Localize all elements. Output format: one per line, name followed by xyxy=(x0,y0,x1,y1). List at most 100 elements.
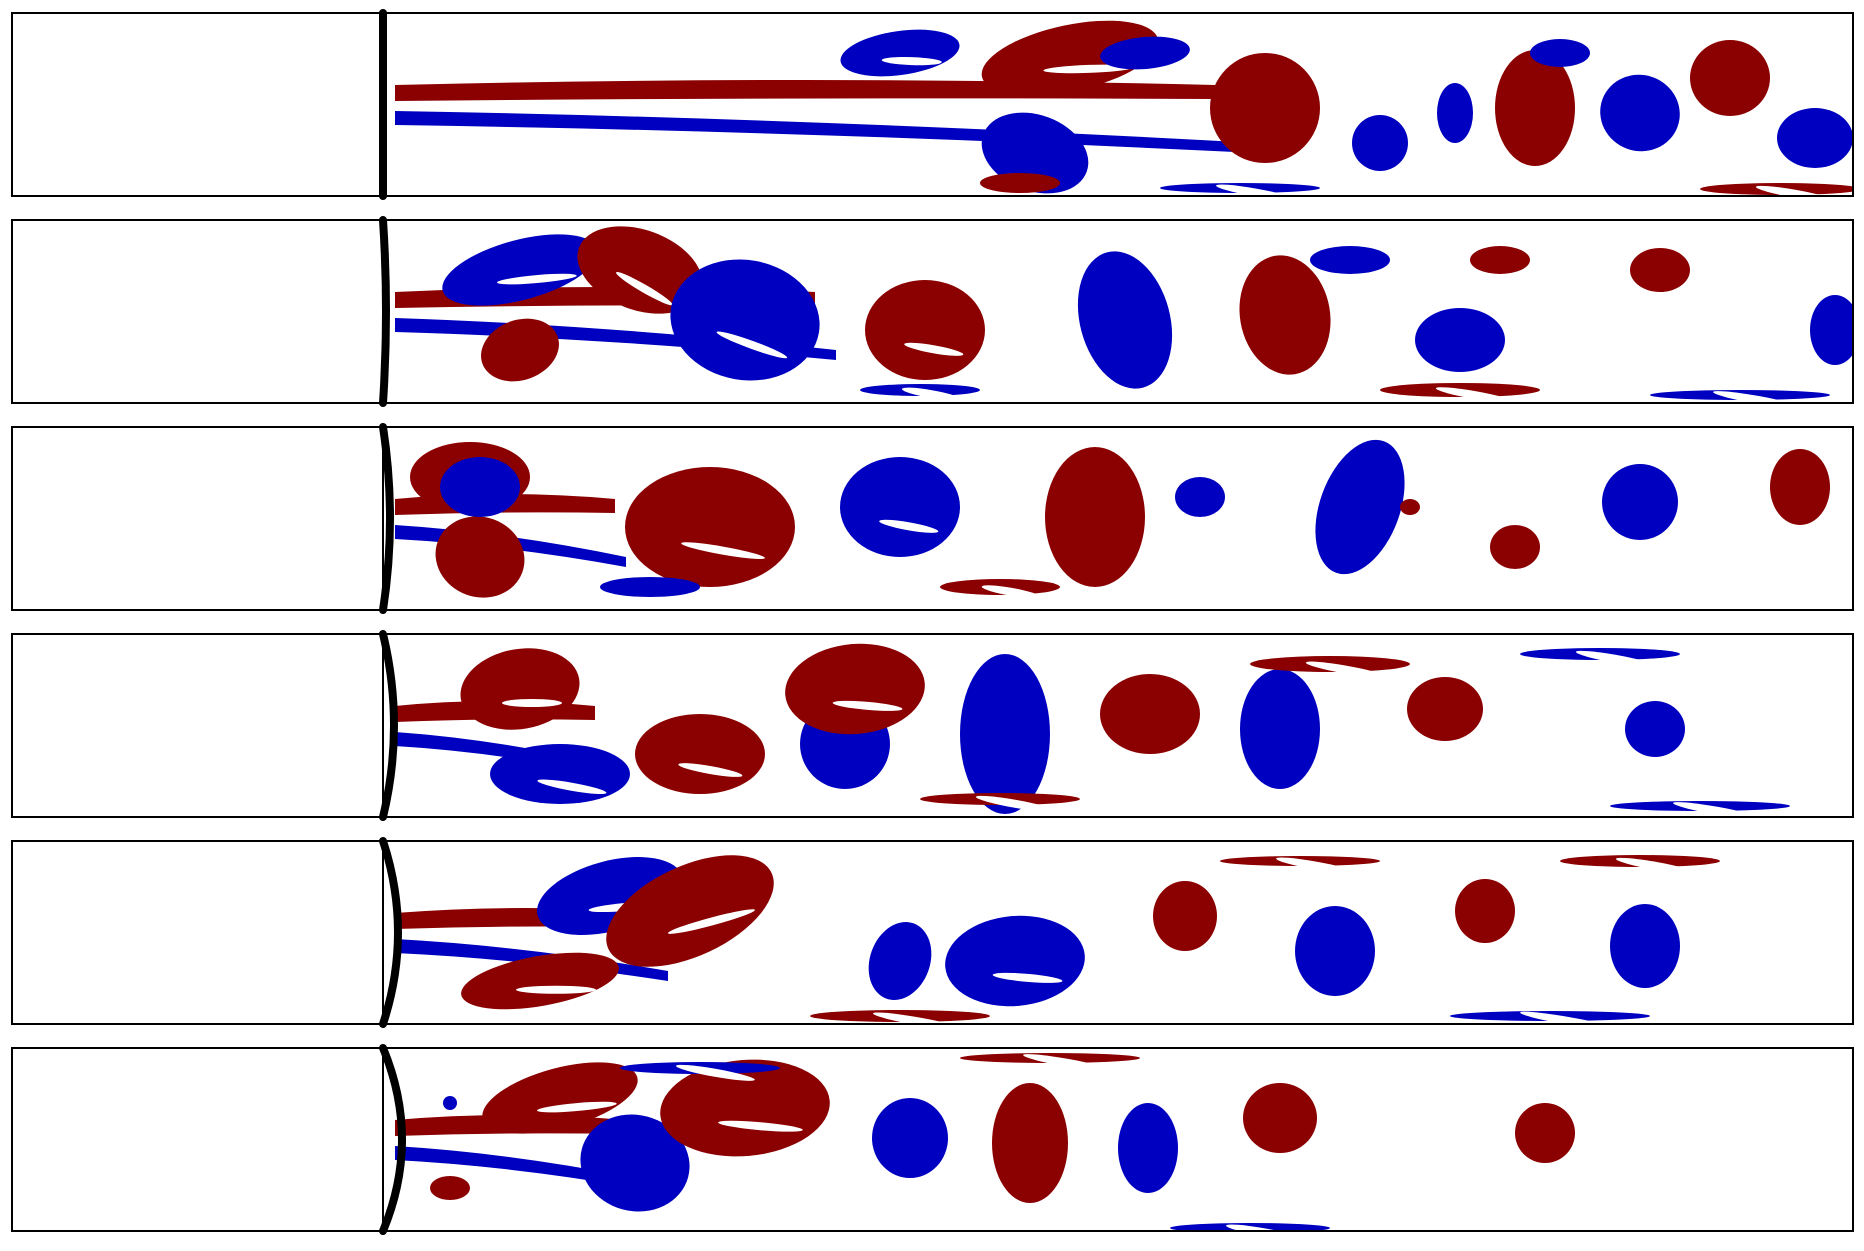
vorticity-field xyxy=(395,20,1853,196)
panel-5 xyxy=(11,837,1854,1028)
vortex-gap xyxy=(1435,387,1515,403)
vortex-positive xyxy=(1630,248,1690,292)
vortex-gap xyxy=(1276,857,1355,874)
vortex-negative xyxy=(1118,1103,1178,1193)
vortex-gap xyxy=(1575,650,1655,667)
vortex-negative xyxy=(868,922,932,1000)
flexible-plate xyxy=(379,630,398,821)
vortex-negative xyxy=(840,29,960,77)
vortex-gap xyxy=(1305,661,1385,678)
vortex-positive xyxy=(981,20,1159,96)
vortex-gap xyxy=(667,909,755,934)
vortex-gap xyxy=(1520,1011,1619,1024)
flexible-plate xyxy=(379,216,390,407)
vortex-positive xyxy=(1495,50,1575,166)
vortex-positive xyxy=(435,516,525,598)
vortex-positive xyxy=(482,1062,638,1134)
vortex-negative xyxy=(1415,308,1505,372)
panel-frame xyxy=(11,12,1854,197)
vortex-gap xyxy=(616,272,673,306)
vortex-negative xyxy=(1610,904,1680,988)
vortex-gap xyxy=(516,985,596,994)
vortex-negative xyxy=(670,259,820,381)
shear-layer-negative xyxy=(395,111,1256,153)
vortex-gap xyxy=(537,779,607,795)
vortex-positive xyxy=(980,173,1060,193)
vorticity-field xyxy=(395,643,1790,817)
vortex-negative xyxy=(1602,464,1678,540)
vortex-negative xyxy=(490,744,630,804)
vortex-gap xyxy=(981,585,1041,599)
vortex-positive xyxy=(1400,499,1420,515)
vortex-gap xyxy=(718,1120,803,1132)
vortex-gap xyxy=(879,519,939,533)
vortex-gap xyxy=(1023,1054,1112,1072)
vortex-negative xyxy=(1625,701,1685,757)
vortex-gap xyxy=(873,1012,962,1024)
vortex-gap xyxy=(1216,184,1295,196)
vortex-positive xyxy=(992,1083,1068,1203)
vortex-negative xyxy=(1315,439,1405,575)
vortex-positive xyxy=(460,648,580,730)
vortex-gap xyxy=(675,1064,755,1081)
panel-frame xyxy=(11,1047,1854,1232)
vortex-negative xyxy=(1175,477,1225,517)
vortex-negative xyxy=(840,457,960,557)
vortex-gap xyxy=(881,56,942,66)
vortex-positive xyxy=(1490,525,1540,569)
flexible-plate xyxy=(379,423,394,614)
vorticity-field xyxy=(395,439,1830,599)
vortex-gap xyxy=(537,1101,617,1113)
vortex-gap xyxy=(904,342,964,356)
panel-3 xyxy=(11,423,1854,614)
vortex-gap xyxy=(1226,1224,1305,1231)
panel-frame xyxy=(11,633,1854,818)
vortex-negative xyxy=(443,1096,457,1110)
vortex-negative xyxy=(1437,83,1473,143)
vortex-positive xyxy=(481,318,559,382)
vortex-negative xyxy=(960,654,1050,814)
vortex-gap xyxy=(975,795,1055,812)
vortex-negative xyxy=(945,915,1085,1007)
vortex-negative xyxy=(872,1098,948,1178)
vortex-gap xyxy=(1043,64,1134,74)
panel-frame xyxy=(11,840,1854,1025)
vortex-negative xyxy=(1240,669,1320,789)
vortex-positive xyxy=(461,952,619,1010)
vortex-positive xyxy=(1515,1103,1575,1163)
vortex-positive xyxy=(1690,40,1770,116)
panel-2 xyxy=(11,216,1854,407)
vortex-positive xyxy=(1407,677,1483,741)
vortex-negative xyxy=(1600,74,1680,152)
vortex-positive xyxy=(577,226,703,314)
panel-frame xyxy=(11,219,1854,404)
vortex-negative xyxy=(1352,115,1408,171)
vortex-gap xyxy=(497,273,577,285)
vortex-positive xyxy=(1210,53,1320,163)
flexible-plate xyxy=(379,837,402,1028)
vortex-negative xyxy=(1777,108,1853,168)
vortex-negative xyxy=(442,234,598,306)
vortex-positive xyxy=(865,280,985,380)
vortex-negative xyxy=(580,1114,690,1212)
vorticity-field xyxy=(395,1053,1575,1231)
vortex-gap xyxy=(1673,802,1762,817)
vortex-negative xyxy=(1100,36,1190,70)
vorticity-field xyxy=(395,855,1720,1024)
vortex-gap xyxy=(901,387,962,401)
flexible-plate xyxy=(379,1044,406,1235)
vortex-positive xyxy=(1153,881,1217,951)
vortex-negative xyxy=(1295,906,1375,996)
vortex-gap xyxy=(992,972,1063,983)
vortex-negative xyxy=(1310,246,1390,274)
vortex-negative xyxy=(981,112,1089,194)
vortex-negative xyxy=(1530,39,1590,67)
vortex-negative xyxy=(1077,251,1173,389)
vortex-gap xyxy=(678,763,743,777)
vortex-positive xyxy=(1045,447,1145,587)
vortex-gap xyxy=(1755,185,1835,196)
vortex-positive xyxy=(430,1176,470,1200)
vortex-negative xyxy=(440,457,520,517)
